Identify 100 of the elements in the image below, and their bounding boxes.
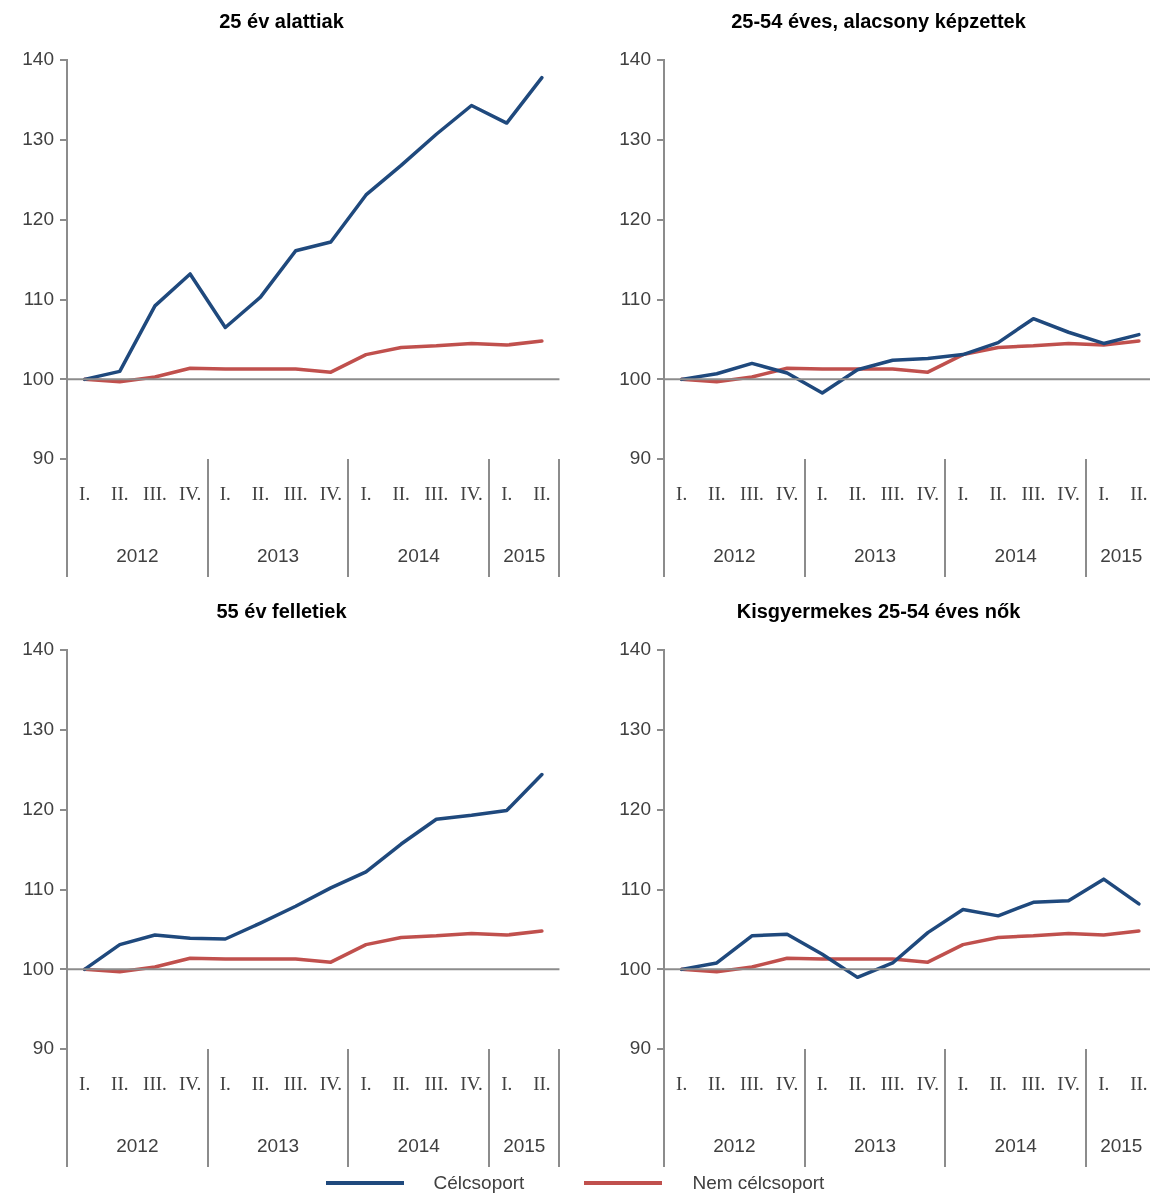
x-tick-label: II. — [392, 482, 410, 504]
x-tick-label: I. — [360, 482, 372, 504]
chart-title: Kisgyermekes 25-54 éves nők — [736, 599, 1022, 622]
x-tick-label: IV. — [1057, 482, 1080, 504]
y-tick-label: 130 — [22, 718, 54, 740]
text: 2014 — [397, 1135, 441, 1157]
y-tick-label: 110 — [620, 877, 651, 899]
x-tick-label: I. — [1098, 482, 1110, 504]
text: 2015 — [503, 1135, 546, 1157]
x-tick-label: IV. — [319, 1072, 342, 1094]
x-tick-label: III. — [283, 1072, 308, 1094]
x-tick-label: II. — [848, 482, 867, 504]
text: 2015 — [503, 545, 546, 567]
x-tick-label: II. — [708, 482, 726, 504]
x-tick-label: IV. — [1057, 1072, 1080, 1094]
text: 2013 — [853, 545, 897, 567]
x-tick-label: II. — [848, 1072, 867, 1094]
text: 2012 — [713, 545, 756, 567]
x-tick-label: II. — [989, 482, 1007, 504]
text: 2013 — [256, 1135, 300, 1157]
x-tick-label: III. — [424, 1072, 449, 1094]
y-tick-label: 90 — [629, 1037, 651, 1059]
y-tick-label: 130 — [619, 128, 651, 150]
y-tick-label: 140 — [619, 48, 651, 70]
x-tick-label: I. — [676, 1072, 688, 1094]
x-tick-label: I. — [219, 1072, 231, 1094]
y-tick-label: 120 — [22, 207, 54, 229]
x-tick-label: III. — [424, 482, 449, 504]
x-tick-label: III. — [880, 482, 905, 504]
y-tick-label: 110 — [23, 287, 54, 309]
x-tick-label: I. — [816, 1072, 828, 1094]
y-tick-label: 120 — [619, 797, 651, 819]
chart-title: 25 év alattiak — [219, 9, 345, 32]
x-tick-label: III. — [1021, 482, 1046, 504]
y-tick-label: 100 — [22, 367, 54, 389]
y-tick-label: 140 — [22, 638, 54, 660]
x-tick-label: IV. — [460, 1072, 483, 1094]
x-tick-label: IV. — [775, 1072, 799, 1094]
text: 2014 — [994, 545, 1038, 567]
x-tick-label: I. — [957, 1072, 969, 1094]
y-tick-label: 110 — [23, 877, 54, 899]
x-tick-label: II. — [251, 1072, 270, 1094]
x-tick-label: II. — [251, 482, 270, 504]
x-tick-label: IV. — [460, 482, 483, 504]
x-tick-label: II. — [989, 1072, 1007, 1094]
x-tick-label: II. — [533, 482, 551, 504]
x-tick-label: I. — [957, 482, 969, 504]
x-tick-label: I. — [501, 482, 513, 504]
x-tick-label: III. — [740, 482, 764, 504]
x-tick-label: II. — [1130, 1072, 1148, 1094]
y-tick-label: 100 — [619, 367, 651, 389]
x-tick-label: II. — [708, 1072, 726, 1094]
y-tick-label: 130 — [22, 128, 54, 150]
x-tick-label: IV. — [178, 482, 202, 504]
text: 2012 — [116, 1135, 159, 1157]
y-tick-label: 90 — [629, 447, 651, 469]
x-tick-label: II. — [533, 1072, 551, 1094]
x-tick-label: III. — [143, 1072, 167, 1094]
x-tick-label: I. — [219, 482, 231, 504]
y-tick-label: 110 — [620, 287, 651, 309]
x-tick-label: I. — [79, 482, 91, 504]
x-tick-label: IV. — [916, 482, 939, 504]
y-tick-label: 90 — [32, 447, 54, 469]
y-tick-label: 100 — [22, 957, 54, 979]
text: 2014 — [994, 1135, 1038, 1157]
x-tick-label: III. — [1021, 1072, 1046, 1094]
text: 2013 — [256, 545, 300, 567]
text: 2015 — [1100, 545, 1143, 567]
x-tick-label: I. — [1098, 1072, 1110, 1094]
y-tick-label: 130 — [619, 718, 651, 740]
legend-label: Célcsoport — [433, 1172, 525, 1194]
x-tick-label: IV. — [178, 1072, 202, 1094]
chart-title: 55 év felletiek — [216, 599, 348, 622]
x-tick-label: II. — [392, 1072, 410, 1094]
y-tick-label: 120 — [619, 207, 651, 229]
text: 2012 — [116, 545, 159, 567]
y-tick-label: 90 — [32, 1037, 54, 1059]
x-tick-label: III. — [143, 482, 167, 504]
legend-label: Nem célcsoport — [692, 1172, 825, 1194]
x-tick-label: III. — [740, 1072, 764, 1094]
y-tick-label: 120 — [22, 797, 54, 819]
x-tick-label: I. — [360, 1072, 372, 1094]
text: 2012 — [713, 1135, 756, 1157]
text: 2015 — [1100, 1135, 1143, 1157]
x-tick-label: II. — [111, 482, 129, 504]
x-tick-label: I. — [79, 1072, 91, 1094]
x-tick-label: I. — [501, 1072, 513, 1094]
text: 2014 — [397, 545, 441, 567]
x-tick-label: IV. — [916, 1072, 939, 1094]
x-tick-label: I. — [676, 482, 688, 504]
y-tick-label: 140 — [619, 638, 651, 660]
y-tick-label: 140 — [22, 48, 54, 70]
x-tick-label: III. — [880, 1072, 905, 1094]
x-tick-label: II. — [1130, 482, 1148, 504]
text: 2013 — [853, 1135, 897, 1157]
x-tick-label: IV. — [319, 482, 342, 504]
x-tick-label: I. — [816, 482, 828, 504]
x-tick-label: II. — [111, 1072, 129, 1094]
chart-title: 25-54 éves, alacsony képzettek — [731, 9, 1027, 32]
y-tick-label: 100 — [619, 957, 651, 979]
